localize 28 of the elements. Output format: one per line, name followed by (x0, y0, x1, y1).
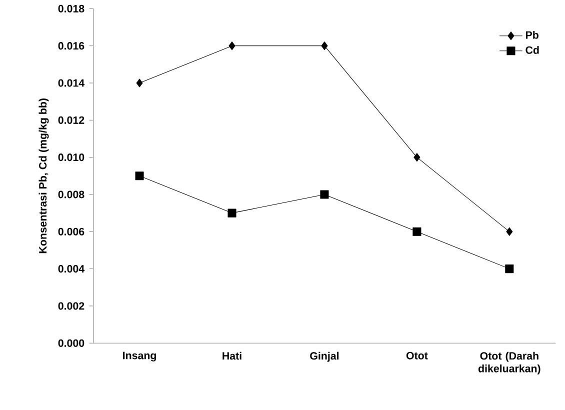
y-tick-label: 0.012 (58, 116, 84, 124)
y-tick-label: 0.004 (58, 265, 85, 273)
legend-label: Pb (526, 31, 538, 39)
x-tick-label: Hati (222, 352, 242, 360)
y-tick-label: 0.010 (58, 154, 84, 162)
y-tick-label: 0.014 (58, 79, 85, 87)
y-tick-label: 0.018 (58, 5, 84, 13)
y-tick-label: 0.000 (58, 339, 84, 348)
point (320, 190, 329, 199)
y-tick-label: 0.002 (58, 302, 84, 310)
point (506, 227, 513, 236)
point (135, 172, 144, 180)
point (412, 227, 422, 236)
point (414, 153, 420, 162)
x-tick-label: Otot (Darah dikeluarkan) (478, 352, 540, 375)
y-tick-label: 0.008 (58, 190, 84, 198)
x-tick-label: Ginjal (310, 352, 339, 362)
y-tick-label: 0.016 (58, 42, 84, 50)
x-tick-label: Insang (123, 352, 156, 362)
point (228, 208, 236, 218)
y-axis-title: Konsentrasi Pb, Cd (mg/kg bb) (38, 98, 49, 254)
point (505, 264, 514, 274)
x-tick-label: Otot (406, 352, 428, 360)
legend-label: Cd (526, 46, 539, 54)
point (321, 42, 328, 50)
y-tick-label: 0.006 (58, 228, 84, 236)
point (136, 78, 143, 88)
point (228, 42, 236, 50)
